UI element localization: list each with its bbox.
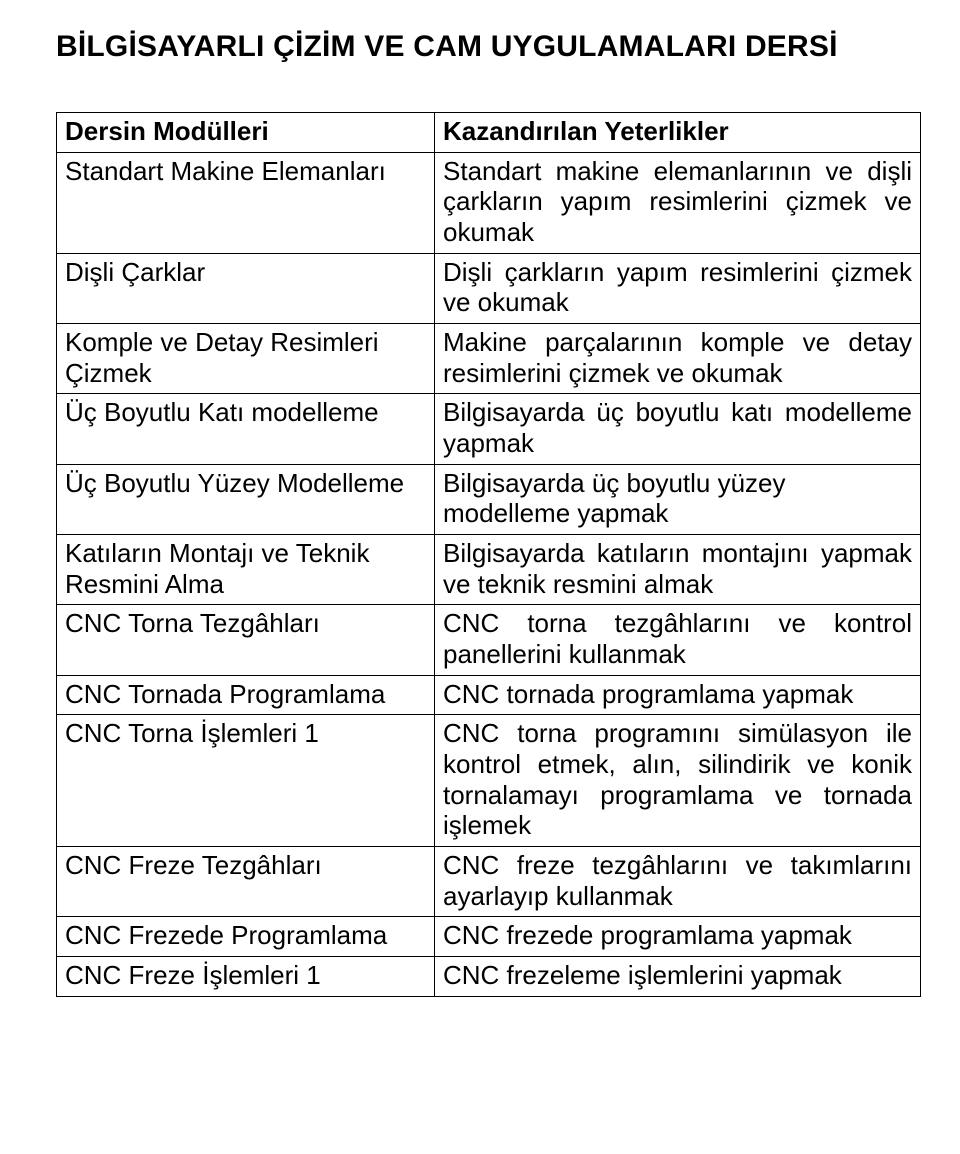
module-cell: Üç Boyutlu Katı modelleme bbox=[57, 394, 435, 464]
table-header-row: Dersin Modülleri Kazandırılan Yeterlikle… bbox=[57, 113, 921, 153]
competency-cell: Bilgisayarda katıların montajını yapmak … bbox=[435, 535, 921, 605]
module-cell: CNC Frezede Programlama bbox=[57, 917, 435, 957]
competency-cell: CNC torna programını simülasyon ile kont… bbox=[435, 715, 921, 847]
table-row: CNC Frezede Programlama CNC frezede prog… bbox=[57, 917, 921, 957]
competency-cell: CNC frezeleme işlemlerini yapmak bbox=[435, 957, 921, 997]
table-row: Komple ve Detay Resimleri Çizmek Makine … bbox=[57, 324, 921, 394]
module-cell: CNC Freze Tezgâhları bbox=[57, 847, 435, 917]
module-cell: CNC Freze İşlemleri 1 bbox=[57, 957, 435, 997]
table-row: CNC Freze İşlemleri 1 CNC frezeleme işle… bbox=[57, 957, 921, 997]
module-cell: CNC Torna İşlemleri 1 bbox=[57, 715, 435, 847]
competency-cell: CNC frezede programlama yapmak bbox=[435, 917, 921, 957]
module-cell: CNC Torna Tezgâhları bbox=[57, 605, 435, 675]
table-row: CNC Tornada Programlama CNC tornada prog… bbox=[57, 675, 921, 715]
page-title: BİLGİSAYARLI ÇİZİM VE CAM UYGULAMALARI D… bbox=[56, 30, 920, 64]
module-cell: CNC Tornada Programlama bbox=[57, 675, 435, 715]
header-right: Kazandırılan Yeterlikler bbox=[435, 113, 921, 153]
header-left: Dersin Modülleri bbox=[57, 113, 435, 153]
table-row: CNC Torna İşlemleri 1 CNC torna programı… bbox=[57, 715, 921, 847]
module-cell: Katıların Montajı ve Teknik Resmini Alma bbox=[57, 535, 435, 605]
module-cell: Komple ve Detay Resimleri Çizmek bbox=[57, 324, 435, 394]
module-cell: Standart Makine Elemanları bbox=[57, 152, 435, 253]
table-row: Üç Boyutlu Yüzey Modelleme Bilgisayarda … bbox=[57, 464, 921, 534]
table-row: CNC Freze Tezgâhları CNC freze tezgâhlar… bbox=[57, 847, 921, 917]
module-cell: Üç Boyutlu Yüzey Modelleme bbox=[57, 464, 435, 534]
competency-cell: CNC torna tezgâhlarını ve kontrol panell… bbox=[435, 605, 921, 675]
module-cell: Dişli Çarklar bbox=[57, 253, 435, 323]
table-body: Dersin Modülleri Kazandırılan Yeterlikle… bbox=[57, 113, 921, 997]
competency-cell: Bilgisayarda üç boyutlu yüzey modelleme … bbox=[435, 464, 921, 534]
document-page: BİLGİSAYARLI ÇİZİM VE CAM UYGULAMALARI D… bbox=[0, 0, 960, 1154]
table-row: Dişli Çarklar Dişli çarkların yapım resi… bbox=[57, 253, 921, 323]
table-row: Standart Makine Elemanları Standart maki… bbox=[57, 152, 921, 253]
competency-cell: CNC tornada programlama yapmak bbox=[435, 675, 921, 715]
competency-cell: Dişli çarkların yapım resimlerini çizmek… bbox=[435, 253, 921, 323]
table-row: Üç Boyutlu Katı modelleme Bilgisayarda ü… bbox=[57, 394, 921, 464]
competency-cell: CNC freze tezgâhlarını ve takımlarını ay… bbox=[435, 847, 921, 917]
competency-cell: Bilgisayarda üç boyutlu katı modelleme y… bbox=[435, 394, 921, 464]
table-row: Katıların Montajı ve Teknik Resmini Alma… bbox=[57, 535, 921, 605]
competency-cell: Standart makine elemanlarının ve dişli ç… bbox=[435, 152, 921, 253]
competency-cell: Makine parçalarının komple ve detay resi… bbox=[435, 324, 921, 394]
table-row: CNC Torna Tezgâhları CNC torna tezgâhlar… bbox=[57, 605, 921, 675]
curriculum-table: Dersin Modülleri Kazandırılan Yeterlikle… bbox=[56, 112, 921, 997]
